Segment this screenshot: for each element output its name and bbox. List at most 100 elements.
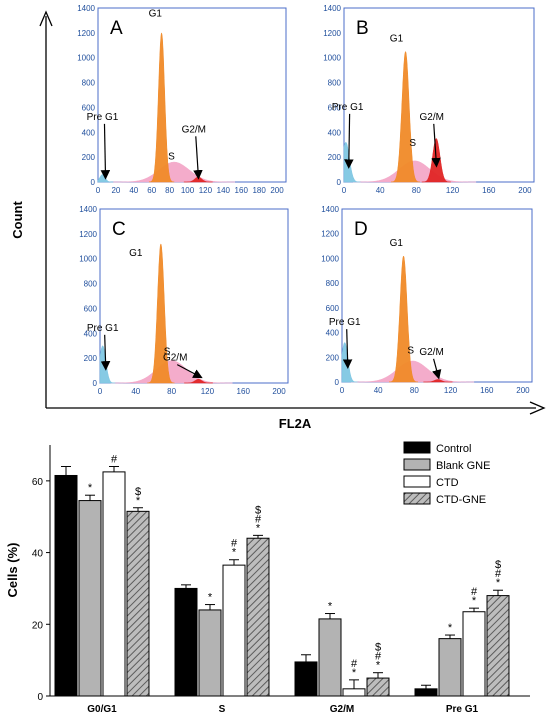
bar-y-tick-label: 20 [32,620,44,631]
panel-x-tick-label: 80 [165,186,174,195]
phase-label: S [164,346,171,357]
bar-y-axis-title: Cells (%) [5,543,20,598]
panel-letter-label: C [112,219,126,240]
panel-x-tick-label: 120 [199,186,213,195]
significance-mark: * [232,547,237,559]
panel-x-tick-label: 160 [235,186,249,195]
panel-y-tick-label: 600 [326,304,340,313]
phase-label: Pre G1 [329,317,361,328]
significance-mark: # [351,658,358,670]
phase-label: S [407,346,414,357]
significance-mark: $ [375,642,381,654]
bar-control [54,474,78,697]
panel-x-tick-label: 60 [147,186,156,195]
count-axis-title: Count [10,201,25,239]
panel-y-tick-label: 1000 [79,255,97,264]
panel-x-tick-label: 40 [131,387,140,396]
histogram-panels: 0 200 400 600 800 1000 1200 1400 0 20 40 60 80 100 120… [77,4,535,396]
bar-ctd-gne [126,510,150,697]
panel-x-tick-label: 40 [129,186,138,195]
panel-frame [97,7,287,183]
phase-label: G2/M [163,353,187,364]
panel-y-tick-label: 1400 [77,4,95,13]
significance-mark: # [495,568,502,580]
phase-arrow [342,329,353,369]
panel-y-tick-label: 1200 [77,29,95,38]
panel-y-tick-label: 800 [326,279,340,288]
bar-y-tick-label: 0 [37,692,43,703]
bar-ctd-gne [486,595,510,697]
phase-peak-s [353,160,477,183]
panel-x-tick-label: 160 [480,386,494,395]
panel-letter-label: B [356,18,369,39]
phase-peak-pre-g1 [343,141,361,183]
phase-label: Pre G1 [87,323,119,334]
bar-ctd [102,471,126,697]
bar-y-tick-label: 40 [32,549,44,560]
panel-y-tick-label: 1200 [323,29,341,38]
significance-mark: * [208,592,213,604]
panel-y-tick-label: 200 [326,353,340,362]
panel-y-tick-label: 1000 [77,54,95,63]
bar-ctd [342,688,366,697]
histogram-panel-c: 0 200 400 600 800 1000 1200 1400 0 40 80 120 160 200 C… [79,205,289,396]
legend-label: CTD [436,477,459,489]
panel-x-tick-label: 200 [270,186,284,195]
panel-frame [341,208,533,383]
bar-category-label: G2/M [330,704,354,715]
phase-peak-g1 [388,255,419,383]
significance-mark: # [255,513,262,525]
legend-label: Control [436,443,471,455]
phase-peak-g1 [147,243,175,384]
fl2a-axis-arrow [529,401,546,415]
phase-label: G1 [129,248,143,259]
panel-y-tick-label: 0 [337,178,342,187]
phase-peak-g1 [390,50,421,183]
panel-y-tick-label: 1000 [323,54,341,63]
phase-label: G2/M [419,347,443,358]
panel-y-tick-label: 600 [328,103,342,112]
panel-y-tick-label: 800 [328,79,342,88]
panel-y-tick-label: 1200 [321,230,339,239]
panel-y-tick-label: 1200 [79,230,97,239]
panel-x-tick-label: 160 [237,387,251,396]
phase-arrow [431,123,441,168]
panel-y-tick-label: 1400 [79,205,97,214]
phase-label: G1 [390,238,404,249]
significance-mark: * [328,601,333,613]
bar-ctd-gne [366,677,390,697]
panel-x-tick-label: 100 [181,186,195,195]
panel-y-tick-label: 800 [82,79,96,88]
bar-blank-gne [318,618,342,697]
panel-x-tick-label: 40 [376,186,385,195]
panel-y-tick-label: 400 [328,128,342,137]
phase-label: G1 [390,34,404,45]
panel-x-tick-label: 200 [272,387,286,396]
significance-mark: # [471,586,478,598]
panel-y-tick-label: 600 [84,304,98,313]
bar-category-label: S [219,704,226,715]
panel-x-tick-label: 20 [111,186,120,195]
significance-mark: * [376,660,381,672]
panel-x-tick-label: 80 [167,387,176,396]
significance-mark: * [136,495,141,507]
panel-x-tick-label: 120 [446,186,460,195]
panel-y-tick-label: 200 [84,354,98,363]
phase-peak-s [110,360,233,384]
panel-y-tick-label: 1400 [321,205,339,214]
bar-category-label: G0/G1 [87,704,117,715]
panel-y-tick-label: 400 [84,329,98,338]
phase-arrow [344,113,354,169]
panel-y-tick-label: 400 [82,128,96,137]
bar-ctd [462,611,486,697]
phase-arrow [100,123,111,180]
panel-x-tick-label: 0 [98,387,103,396]
panel-y-tick-label: 200 [328,153,342,162]
phase-peak-pre-g1 [99,345,116,384]
phase-peak-g2-m [184,379,213,384]
phase-label: G2/M [420,112,444,123]
phase-label: G1 [149,9,163,20]
significance-mark: * [448,622,453,634]
panel-x-tick-label: 80 [412,186,421,195]
